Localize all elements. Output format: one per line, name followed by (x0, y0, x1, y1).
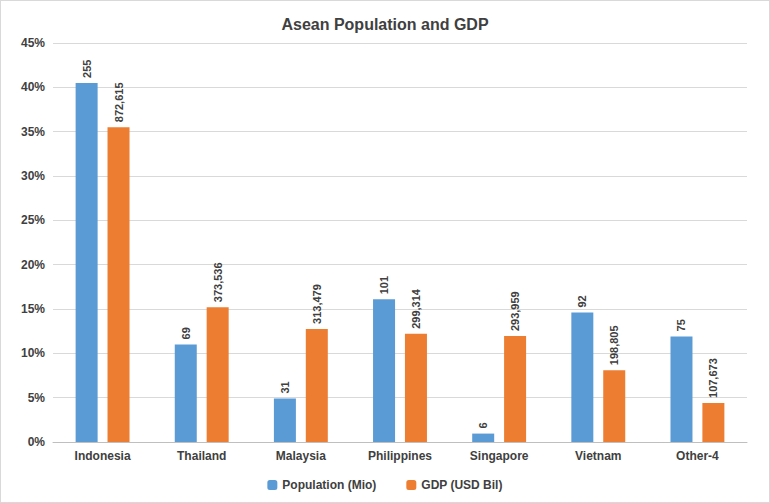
svg-text:293,959: 293,959 (509, 291, 521, 331)
svg-text:25%: 25% (21, 213, 45, 227)
svg-text:20%: 20% (21, 258, 45, 272)
svg-text:35%: 35% (21, 125, 45, 139)
svg-text:Malaysia: Malaysia (276, 449, 326, 463)
svg-text:Thailand: Thailand (177, 449, 226, 463)
svg-text:31: 31 (279, 381, 291, 393)
svg-text:GDP (USD Bil): GDP (USD Bil) (421, 478, 502, 492)
svg-text:Philippines: Philippines (368, 449, 432, 463)
svg-text:69: 69 (180, 327, 192, 339)
svg-text:0%: 0% (28, 435, 46, 449)
svg-text:Asean Population and GDP: Asean Population and GDP (281, 16, 488, 33)
svg-text:Singapore: Singapore (470, 449, 529, 463)
svg-text:198,805: 198,805 (608, 325, 620, 365)
svg-text:15%: 15% (21, 302, 45, 316)
svg-text:92: 92 (576, 295, 588, 307)
svg-text:10%: 10% (21, 346, 45, 360)
svg-text:872,615: 872,615 (113, 82, 125, 122)
svg-text:101: 101 (378, 276, 390, 294)
svg-text:107,673: 107,673 (707, 358, 719, 398)
svg-text:75: 75 (675, 319, 687, 331)
svg-text:40%: 40% (21, 80, 45, 94)
svg-text:30%: 30% (21, 169, 45, 183)
svg-text:5%: 5% (28, 391, 46, 405)
svg-text:299,314: 299,314 (410, 288, 422, 329)
svg-text:45%: 45% (21, 36, 45, 50)
svg-text:255: 255 (81, 60, 93, 78)
svg-text:6: 6 (477, 422, 489, 428)
svg-text:373,536: 373,536 (212, 262, 224, 302)
svg-text:Population (Mio): Population (Mio) (282, 478, 376, 492)
svg-text:Indonesia: Indonesia (75, 449, 131, 463)
svg-text:Other-4: Other-4 (676, 449, 719, 463)
svg-text:313,479: 313,479 (311, 284, 323, 324)
svg-text:Vietnam: Vietnam (575, 449, 621, 463)
